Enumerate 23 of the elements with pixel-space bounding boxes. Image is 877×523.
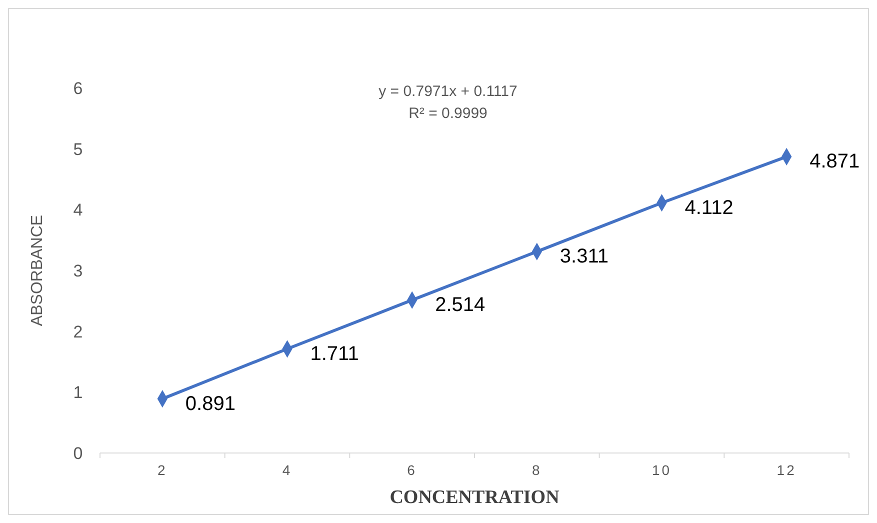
x-tick-label: 12 (776, 462, 796, 478)
x-axis-title: CONCENTRATION (390, 487, 560, 508)
y-tick-label: 5 (73, 140, 83, 159)
data-label: 3.311 (560, 246, 608, 268)
y-tick-label: 2 (73, 322, 83, 342)
y-tick-label: 0 (73, 444, 83, 463)
data-label: 1.711 (310, 342, 359, 365)
x-tick-label: 6 (407, 462, 417, 478)
data-label: 4.112 (684, 196, 734, 219)
x-tick-label: 8 (532, 462, 542, 478)
data-label: 4.871 (810, 150, 860, 173)
y-tick-label: 1 (73, 383, 83, 402)
y-axis-title: ABSORBANCE (29, 214, 46, 326)
data-label: 2.514 (435, 294, 486, 316)
data-label: 0.891 (185, 392, 236, 415)
x-tick-label: 4 (282, 462, 292, 478)
x-tick-label: 10 (652, 462, 672, 478)
annotation: R² = 0.9999 (408, 105, 488, 122)
y-tick-label: 4 (73, 200, 83, 220)
annotation: y = 0.7971x + 0.1117 (378, 83, 518, 100)
y-tick-label: 3 (73, 261, 83, 280)
x-tick-label: 2 (158, 462, 168, 478)
y-tick-label: 6 (73, 78, 83, 98)
